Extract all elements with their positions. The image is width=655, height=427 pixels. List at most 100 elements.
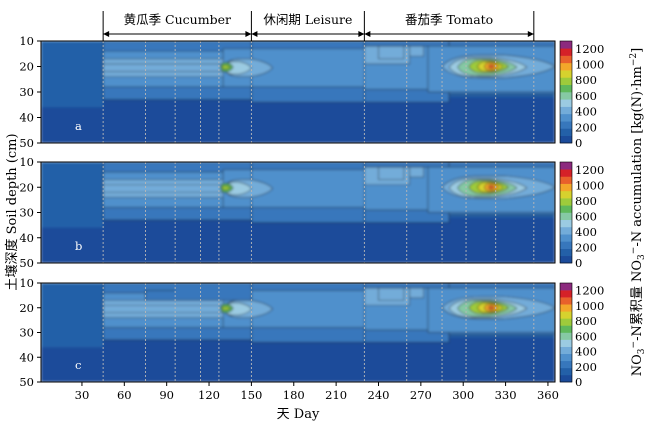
y-tick-label: 30 [19,326,34,340]
colorbar-swatch [560,169,572,177]
contour-region [221,64,231,70]
panels: 10 20 30 40 50 a 10 20 30 40 50 b 10 20 30 40 50 c [19,34,556,389]
y-tick-label: 20 [19,60,34,74]
contour-region [103,337,555,382]
contour-region [409,287,424,299]
contour-region [378,45,405,60]
colorbar-tick-label: 400 [575,225,597,239]
colorbar-swatch [560,190,572,199]
colorbar-swatch [560,226,572,235]
x-tick-label: 180 [283,388,305,402]
y-tick-label: 10 [19,276,34,290]
colorbar-frame [559,161,573,264]
colorbar-swatch [560,41,572,49]
colorbar-swatch [560,113,572,122]
colorbar-swatch [560,48,572,56]
colorbar-tick-label: 800 [575,73,597,87]
colorbar: 0200400600800100012000200400600800100012… [559,40,604,389]
y-tick-label: 50 [19,375,34,389]
colorbar-tick-label: 1200 [575,42,604,56]
contour-region [409,166,424,178]
arrow-head-left [103,31,110,37]
colorbar-tick-label: 0 [575,375,582,389]
y-tick-label: 10 [19,155,34,169]
contour-region [378,166,405,180]
x-axis: 30 60 90 120 150 180 210 240 270 300 330 360 [75,382,559,402]
colorbar-label: NO3−-N累积量 NO3−-N accumulation [kg(N)·hm−… [629,48,647,376]
colorbar-label-en-sup2: −2 [629,53,639,66]
colorbar-swatch [560,205,572,213]
colorbar-tick-label: 600 [575,329,597,343]
x-tick-label: 30 [75,388,90,402]
x-tick-label: 150 [240,388,262,402]
colorbar-swatch [560,346,572,355]
contour-region [102,305,224,313]
contour-region [378,287,405,301]
colorbar-swatch [560,55,572,64]
colorbar-swatch [560,121,572,129]
colorbar-tick-label: 200 [575,120,597,134]
y-tick-label: 50 [19,136,34,150]
colorbar-swatch [560,311,572,319]
x-tick-label: 360 [537,388,559,402]
y-tick-label: 50 [19,256,34,270]
colorbar-label-cn: NO [630,354,645,376]
colorbar-swatch [560,135,572,144]
colorbar-swatch [560,283,572,291]
y-tick-label: 40 [19,350,34,364]
colorbar-swatch [560,360,572,369]
panel-b: 10 20 30 40 50 b [19,155,556,270]
colorbar-swatch [560,212,572,221]
colorbar-swatch [560,162,572,170]
y-tick-label: 20 [19,180,34,194]
arrow-head-left [364,31,371,37]
colorbar-swatch [560,183,572,192]
colorbar-swatch [560,128,572,137]
colorbar-tick-label: 600 [575,89,597,103]
colorbar-tick-label: 800 [575,194,597,208]
season-label: 番茄季 Tomato [405,12,493,27]
colorbar-tick-label: 1000 [575,178,604,192]
y-tick-label: 40 [19,111,34,125]
x-tick-label: 240 [368,388,390,402]
arrow-head-right [358,31,365,37]
contour-region [103,97,555,143]
contour-region [409,45,424,57]
colorbar-swatch [560,241,572,249]
season-label: 休闲期 Leisure [263,12,352,27]
colorbar-swatch [560,99,572,107]
colorbar-tick-label: 800 [575,314,597,328]
y-tick-label: 40 [19,231,34,245]
colorbar-swatch [560,304,572,312]
x-tick-label: 120 [198,388,220,402]
x-tick-label: 90 [159,388,174,402]
colorbar-swatch [560,84,572,93]
x-tick-label: 330 [495,388,517,402]
x-tick-label: 300 [452,388,474,402]
colorbar-tick-label: 400 [575,105,597,119]
colorbar-label-en-rest: -N accumulation [kg(N)·hm [630,66,645,247]
y-tick-label: 10 [19,34,34,48]
panel-label: c [75,358,81,372]
colorbar-swatch [560,318,572,326]
colorbar-swatch [560,332,572,340]
colorbar-swatch [560,234,572,242]
contour-region [488,64,495,69]
panel-label: a [75,119,82,133]
colorbar-swatch [560,255,572,264]
colorbar-swatch [560,106,572,115]
colorbar-label-cn-sub: 3 [637,348,647,354]
panel-label: b [75,239,82,253]
y-tick-label: 30 [19,85,34,99]
x-tick-label: 270 [410,388,432,402]
colorbar-swatch [560,290,572,298]
contour-region [221,185,231,191]
colorbar-label-en-end: ] [630,48,645,53]
panel-a: 10 20 30 40 50 a [19,34,556,150]
season-header: 黄瓜季 Cucumber 休闲期 Leisure 番茄季 Tomato [102,11,535,41]
colorbar-swatch [560,92,572,100]
colorbar-tick-label: 0 [575,136,582,150]
